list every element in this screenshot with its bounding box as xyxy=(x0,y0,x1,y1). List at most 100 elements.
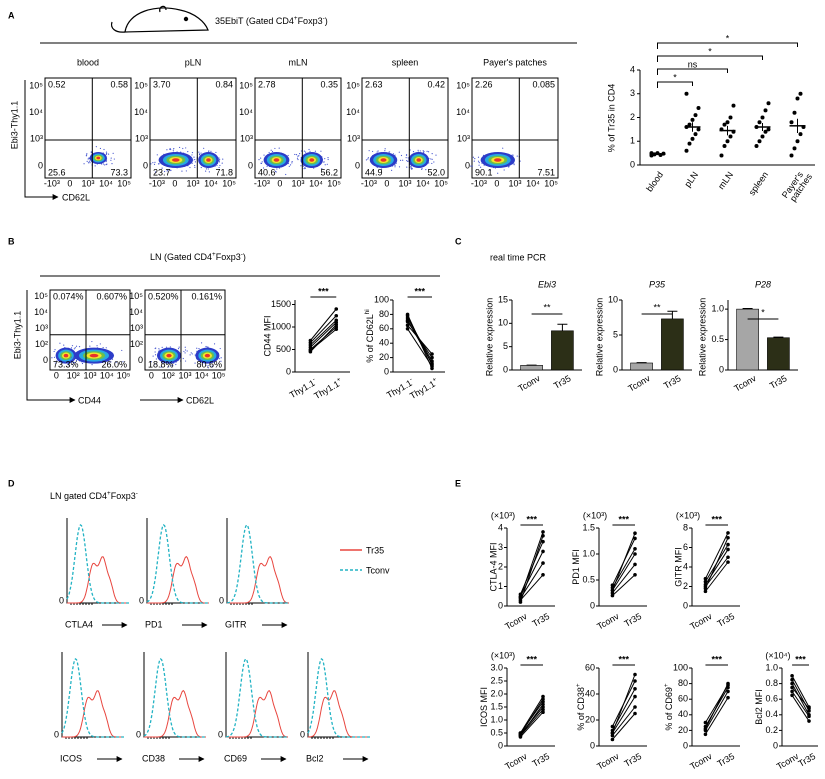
flow-event xyxy=(184,349,187,351)
pair-line xyxy=(791,675,810,708)
pair-line xyxy=(791,687,810,709)
y-tick-label: 2 xyxy=(630,112,635,122)
quadrant-value: 56.2 xyxy=(320,167,338,177)
y-tick-label: 0.5 xyxy=(582,574,595,584)
sig-label: *** xyxy=(415,286,426,296)
dot xyxy=(690,117,695,122)
flow-event xyxy=(106,152,108,155)
unit-label: (×10³) xyxy=(491,650,515,660)
flow-event xyxy=(74,362,76,364)
flow-x-tick: 0 xyxy=(277,178,282,188)
flow-event xyxy=(218,358,221,360)
flow-density xyxy=(206,158,211,162)
flow-event xyxy=(166,170,168,172)
flow-event xyxy=(193,156,195,158)
flow-event xyxy=(207,168,209,170)
dot xyxy=(405,323,410,328)
flow-x-tick: 10⁴ xyxy=(526,178,540,188)
error-bar xyxy=(773,336,784,338)
flow-event xyxy=(196,347,198,349)
y-tick-label: 8 xyxy=(683,522,688,532)
x-tick-label-part: Thy1.1 xyxy=(385,378,414,400)
x-tick-label: Tr35 xyxy=(715,611,736,629)
dot xyxy=(633,711,637,716)
flow-event xyxy=(431,158,433,161)
flow-event xyxy=(289,164,292,166)
flow-event xyxy=(102,346,104,349)
plot-name: spleen xyxy=(392,57,419,67)
y-tick-label: 100 xyxy=(673,662,688,672)
flow-event xyxy=(470,165,472,167)
flow-event xyxy=(221,162,223,164)
flow-x-tick: 0 xyxy=(67,178,72,188)
flow-event xyxy=(406,159,408,162)
pair-line xyxy=(791,683,810,716)
dot xyxy=(633,687,637,691)
flow-x-tick: 10⁴ xyxy=(204,178,218,188)
flow-event xyxy=(184,352,186,354)
hist-y-tick: 0 xyxy=(218,729,223,739)
dot xyxy=(703,732,708,737)
flow-event xyxy=(320,150,322,152)
flow-event xyxy=(158,348,160,350)
y-tick-label: 20 xyxy=(379,352,389,362)
flow-event xyxy=(409,149,411,151)
pair-line xyxy=(519,531,544,598)
axis-label: % of CD62Lhi xyxy=(364,309,375,362)
flow-event xyxy=(90,151,92,153)
flow-y-tick: 0 xyxy=(43,355,48,365)
flow-event xyxy=(400,159,402,161)
quadrant-value: 0.607% xyxy=(96,291,127,301)
dot xyxy=(763,129,768,134)
flow-event xyxy=(323,161,325,163)
flow-event xyxy=(154,354,157,356)
sig-label: *** xyxy=(526,654,537,664)
marker-label: CD38 xyxy=(142,753,165,763)
dot xyxy=(722,144,727,148)
flow-density xyxy=(96,156,101,160)
pair-line xyxy=(520,709,544,736)
axis-label-part: GITR MFI xyxy=(674,547,684,587)
dot xyxy=(334,327,339,332)
flow-event xyxy=(87,162,90,164)
flow-x-tick: -10³ xyxy=(471,178,487,188)
panel-title: LN (Gated CD4+Foxp3-) xyxy=(150,251,246,262)
pair-line xyxy=(519,551,544,597)
dot xyxy=(760,134,765,139)
flow-event xyxy=(96,345,98,347)
error-bar xyxy=(557,323,568,331)
flow-event xyxy=(299,153,301,155)
y-tick-label: 2.5 xyxy=(490,675,503,685)
flow-event xyxy=(110,159,112,161)
quadrant-value: 0.84 xyxy=(215,79,233,89)
dot xyxy=(703,579,708,584)
x-tick-label-part: + xyxy=(336,376,343,384)
quadrant-value: 0.074% xyxy=(53,291,84,301)
flow-event xyxy=(365,159,368,161)
flow-event xyxy=(191,353,193,355)
dot xyxy=(725,139,730,144)
sig-bracket xyxy=(657,55,763,62)
axis-label: CD62L xyxy=(62,192,90,202)
y-tick-label: 60 xyxy=(585,662,595,672)
flow-event xyxy=(266,165,268,167)
x-tick-label: Tconv xyxy=(626,373,652,394)
flow-y-tick: 10⁵ xyxy=(34,291,48,301)
y-tick-label: 1.5 xyxy=(582,522,595,532)
flow-y-tick: 10⁵ xyxy=(134,80,148,90)
x-tick-label: mLN xyxy=(716,170,735,191)
axis-label: PD1 MFI xyxy=(572,549,582,585)
flow-event xyxy=(502,147,504,149)
flow-event xyxy=(166,149,168,151)
flow-event xyxy=(194,158,196,161)
x-tick-label-part: Thy1.1 xyxy=(288,378,317,400)
dot xyxy=(610,733,615,738)
flow-event xyxy=(88,160,91,162)
flow-event xyxy=(105,151,108,153)
dot xyxy=(610,593,615,598)
flow-event xyxy=(75,345,78,347)
flow-event xyxy=(472,156,475,158)
flow-event xyxy=(71,345,74,347)
hist-axes xyxy=(146,518,209,604)
